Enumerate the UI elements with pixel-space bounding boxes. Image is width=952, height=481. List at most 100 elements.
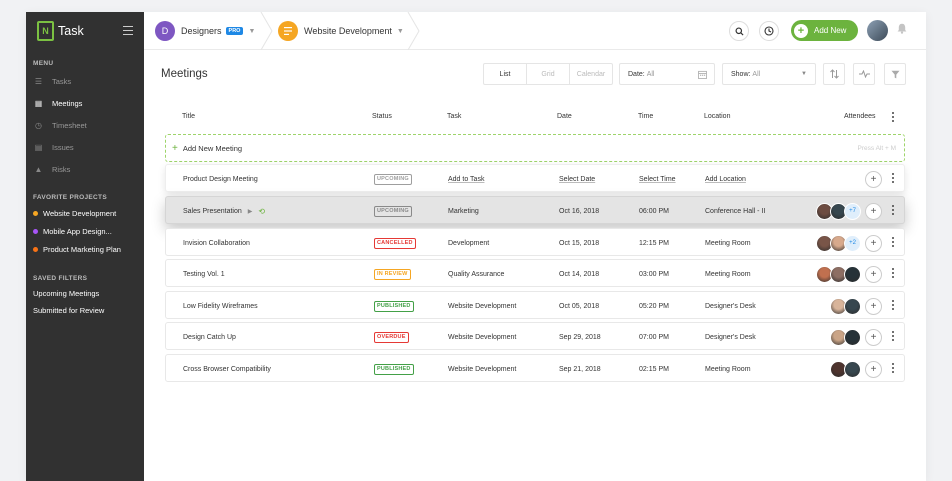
meeting-title[interactable]: Sales Presentation — [183, 207, 242, 215]
sidebar-item-tasks[interactable]: ☰ Tasks — [26, 70, 144, 92]
attendees-group: + — [861, 170, 882, 188]
attendee-avatar[interactable] — [844, 360, 861, 378]
row-more-icon[interactable] — [892, 300, 895, 312]
attendees-group: +2 + — [816, 234, 882, 252]
more-attendees-count[interactable]: +7 — [844, 202, 861, 220]
task-cell: Website Development — [448, 365, 517, 373]
add-attendee-button[interactable]: + — [865, 202, 882, 220]
view-grid-tab[interactable]: Grid — [527, 64, 570, 84]
view-calendar-tab[interactable]: Calendar — [576, 70, 606, 78]
chevron-right-icon[interactable]: ▶ — [247, 208, 253, 215]
table-row[interactable]: Testing Vol. 1 IN REVIEW Quality Assurance… — [165, 259, 905, 287]
task-cell[interactable]: Add to Task — [448, 175, 485, 183]
row-more-icon[interactable] — [892, 205, 895, 217]
meeting-title[interactable]: Product Design Meeting — [183, 175, 258, 183]
clock-icon[interactable] — [759, 21, 779, 41]
date-filter[interactable]: Date: All — [619, 63, 715, 85]
column-header-task[interactable]: Task — [447, 113, 462, 120]
location-cell[interactable]: Add Location — [705, 175, 746, 183]
sidebar-item-issues[interactable]: ▤ Issues — [26, 136, 144, 158]
column-header-status[interactable]: Status — [372, 113, 392, 120]
table-row[interactable]: Low Fidelity Wireframes PUBLISHED Website … — [165, 291, 905, 319]
add-attendee-button[interactable]: + — [865, 328, 882, 346]
add-new-meeting-label: Add New Meeting — [182, 143, 243, 153]
meeting-title-cell: Sales Presentation ▶ ⟲ — [183, 197, 265, 225]
time-cell[interactable]: Select Time — [639, 175, 676, 183]
sidebar-item-timesheet[interactable]: ◷ Timesheet — [26, 114, 144, 136]
main-content: Meetings List Grid Calendar Date: All Sh… — [144, 50, 926, 481]
user-avatar[interactable] — [867, 20, 888, 41]
project-color-dot — [33, 228, 38, 234]
location-cell: Meeting Room — [705, 365, 751, 373]
meeting-title[interactable]: Invision Collaboration — [183, 239, 250, 247]
meeting-title[interactable]: Low Fidelity Wireframes — [183, 302, 258, 310]
favorite-project-item[interactable]: Mobile App Design... — [26, 222, 144, 240]
add-attendee-button[interactable]: + — [865, 360, 882, 378]
sidebar-item-label: Risks — [52, 164, 71, 174]
attendees-group: + — [830, 297, 882, 315]
attendee-avatar[interactable] — [844, 328, 861, 346]
saved-filter-item[interactable]: Submitted for Review — [33, 306, 105, 315]
workspace-avatar: D — [155, 21, 175, 41]
add-attendee-button[interactable]: + — [865, 234, 882, 252]
status-badge[interactable]: PUBLISHED — [374, 300, 414, 312]
workspace-switcher[interactable]: D Designers PRO ▼ — [155, 12, 255, 50]
status-badge[interactable]: CANCELLED — [374, 237, 416, 249]
hamburger-menu-icon[interactable] — [123, 26, 133, 37]
add-attendee-button[interactable]: + — [865, 297, 882, 315]
table-row[interactable]: Invision Collaboration CANCELLED Developme… — [165, 228, 905, 256]
column-header-time[interactable]: Time — [638, 113, 654, 120]
row-more-icon[interactable] — [892, 268, 895, 280]
table-row[interactable]: Product Design Meeting UPCOMING Add to Tas… — [165, 164, 905, 192]
location-cell: Meeting Room — [705, 239, 751, 247]
status-badge[interactable]: PUBLISHED — [374, 363, 414, 375]
sort-icon[interactable] — [823, 63, 845, 85]
table-row[interactable]: Cross Browser Compatibility PUBLISHED Webs… — [165, 354, 905, 382]
add-new-meeting-row[interactable]: + Add New Meeting Press Alt + M — [165, 134, 905, 162]
meeting-title[interactable]: Testing Vol. 1 — [183, 270, 225, 278]
table-row[interactable]: Design Catch Up OVERDUE Website Developmen… — [165, 322, 905, 350]
more-attendees-count[interactable]: +2 — [844, 234, 861, 252]
status-badge[interactable]: OVERDUE — [374, 331, 409, 343]
column-header-title[interactable]: Title — [182, 113, 195, 120]
attendee-avatar[interactable] — [844, 265, 861, 283]
favorite-project-item[interactable]: Product Marketing Plan — [26, 240, 144, 258]
row-more-icon[interactable] — [892, 173, 895, 185]
add-attendee-button[interactable]: + — [865, 170, 882, 188]
column-header-date[interactable]: Date — [557, 113, 572, 120]
chevron-down-icon: ▼ — [801, 71, 807, 77]
date-cell[interactable]: Select Date — [559, 175, 596, 183]
row-more-icon[interactable] — [892, 237, 895, 249]
meeting-title[interactable]: Cross Browser Compatibility — [183, 365, 271, 373]
attendee-avatar[interactable] — [844, 297, 861, 315]
show-filter[interactable]: Show: All ▼ — [722, 63, 816, 85]
activity-icon[interactable] — [853, 63, 875, 85]
row-more-icon[interactable] — [892, 331, 895, 343]
sidebar-item-meetings[interactable]: ▦ Meetings — [26, 92, 144, 114]
date-cell: Oct 05, 2018 — [559, 302, 600, 310]
table-row[interactable]: Sales Presentation ▶ ⟲ UPCOMING Marketing Oct… — [165, 196, 905, 224]
recurring-icon: ⟲ — [258, 206, 266, 216]
meeting-title-cell: Cross Browser Compatibility — [183, 355, 271, 383]
favorites-section-title: FAVORITE PROJECTS — [33, 194, 107, 201]
add-new-button[interactable]: + Add New — [791, 20, 858, 41]
project-color-dot — [33, 210, 38, 216]
filter-icon[interactable] — [884, 63, 906, 85]
row-more-icon[interactable] — [892, 363, 895, 375]
status-badge[interactable]: IN REVIEW — [374, 268, 411, 280]
favorite-project-item[interactable]: Website Development — [26, 204, 144, 222]
status-badge[interactable]: UPCOMING — [374, 205, 412, 217]
column-header-attendees[interactable]: Attendees — [844, 113, 876, 120]
brand[interactable]: N Task — [26, 12, 144, 50]
columns-more-icon[interactable] — [892, 112, 895, 124]
column-header-location[interactable]: Location — [704, 113, 731, 120]
saved-filter-item[interactable]: Upcoming Meetings — [33, 289, 100, 298]
add-attendee-button[interactable]: + — [865, 265, 882, 283]
sidebar-item-risks[interactable]: ▲ Risks — [26, 158, 144, 180]
status-badge[interactable]: UPCOMING — [374, 173, 412, 185]
view-list-tab[interactable]: List — [484, 64, 527, 84]
bell-icon[interactable] — [897, 23, 907, 37]
meeting-title[interactable]: Design Catch Up — [183, 333, 236, 341]
project-switcher[interactable]: Website Development ▼ — [278, 12, 404, 50]
search-icon[interactable] — [729, 21, 749, 41]
